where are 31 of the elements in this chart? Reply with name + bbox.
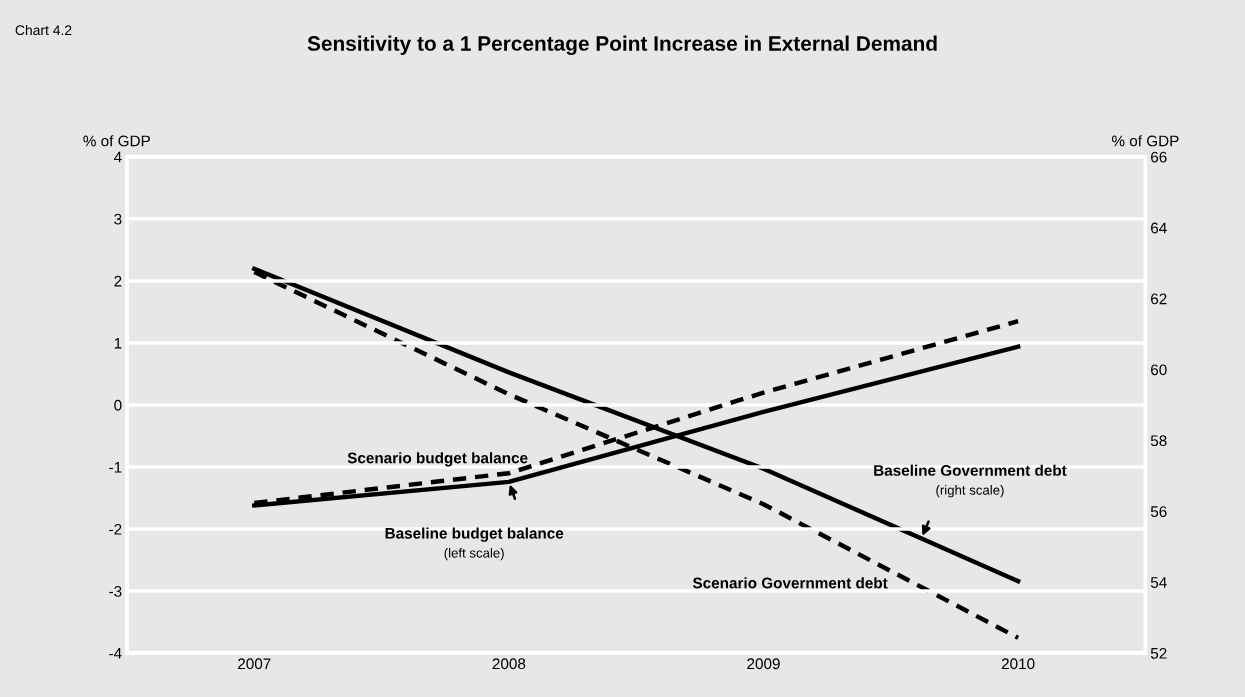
y-tick-label: 2 [114,275,122,287]
y2-tick-label: 52 [1150,647,1167,659]
text: Baseline budget balance [385,527,564,542]
text: Baseline Government debt [874,464,1067,476]
y2-axis-title: % of GDP [1111,135,1179,147]
x-tick-label: 2010 [1001,658,1035,670]
y-tick-label: -4 [109,648,122,659]
y-tick-label: 4 [113,151,122,163]
y-axis-title: % of GDP [83,135,150,147]
annotation: (right scale) [936,485,1004,498]
annotation: (left scale) [444,547,504,561]
chart-title: Sensitivity to a 1 Percentage Point Increase in External Demand [307,35,937,56]
y-tick-label: 1 [114,337,122,349]
series-label: Scenario Government debt [692,577,888,589]
y2-tick-label: 58 [1150,435,1167,447]
x-tick-label: 2009 [747,658,780,670]
y-tick-label: -1 [109,462,122,473]
y2-tick-label: 56 [1150,506,1167,517]
y2-tick-label: 60 [1151,364,1167,376]
x-tick-label: 2007 [238,658,271,670]
series-label: Scenario budget balance [347,452,528,467]
y2-tick-label: 64 [1151,222,1167,234]
y-tick-label: 3 [114,213,122,225]
y2-tick-label: 62 [1151,293,1167,305]
y2-tick-label: 54 [1150,577,1167,588]
x-tick-label: 2008 [492,658,526,670]
y2-tick-label: 66 [1151,151,1167,163]
caption: Chart 4.2 [15,24,72,36]
y-tick-label: 0 [114,399,122,411]
y-tick-label: -2 [109,523,122,535]
y-tick-label: -3 [109,585,122,597]
